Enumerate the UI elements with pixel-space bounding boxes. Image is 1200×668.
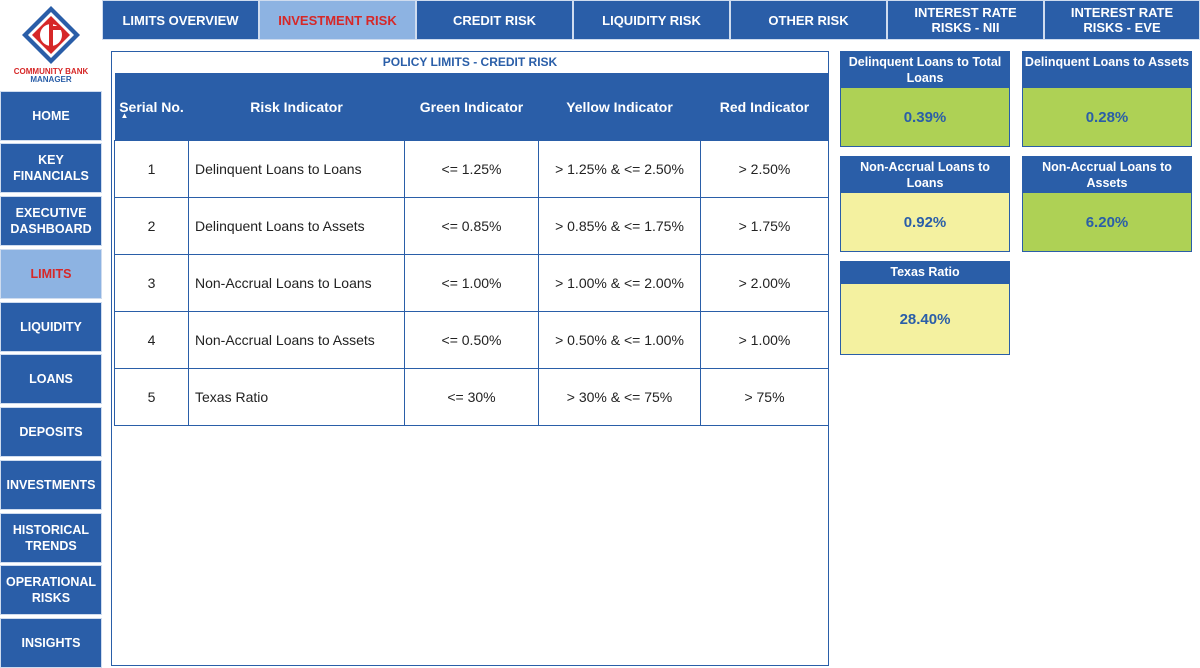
sort-ascending-icon: ▲ [120, 111, 129, 120]
cell-red-indicator: > 75% [700, 368, 829, 426]
tab-liquidity-risk[interactable]: LIQUIDITY RISK [573, 0, 730, 40]
bank-logo-icon [22, 6, 80, 64]
sidebar-item-historical-trends[interactable]: HISTORICAL TRENDS [0, 513, 102, 563]
table-row: 2 Delinquent Loans to Assets <= 0.85% > … [114, 197, 829, 255]
cell-red-indicator: > 1.00% [700, 311, 829, 369]
sidebar-item-insights[interactable]: INSIGHTS [0, 618, 102, 668]
kpi-card-title: Texas Ratio [841, 262, 1009, 284]
cell-serial: 5 [114, 368, 189, 426]
panel-title: POLICY LIMITS - CREDIT RISK [382, 55, 558, 69]
cell-red-indicator: > 2.50% [700, 140, 829, 198]
column-header-serial-label: Serial No. [119, 98, 184, 115]
cell-serial: 2 [114, 197, 189, 255]
kpi-card-value: 0.28% [1023, 88, 1191, 146]
kpi-card-title: Non-Accrual Loans to Assets [1023, 157, 1191, 193]
column-header-risk-indicator[interactable]: Risk Indicator [188, 73, 405, 141]
column-header-red-indicator[interactable]: Red Indicator [700, 73, 829, 141]
cell-serial: 4 [114, 311, 189, 369]
kpi-card-delinquent-loans-to-assets: Delinquent Loans to Assets 0.28% [1022, 51, 1192, 147]
cell-yellow-indicator: > 0.85% & <= 1.75% [538, 197, 701, 255]
cell-yellow-indicator: > 30% & <= 75% [538, 368, 701, 426]
table-row: 5 Texas Ratio <= 30% > 30% & <= 75% > 75… [114, 368, 829, 426]
table-row: 1 Delinquent Loans to Loans <= 1.25% > 1… [114, 140, 829, 198]
cell-risk-indicator: Texas Ratio [188, 368, 405, 426]
cell-yellow-indicator: > 0.50% & <= 1.00% [538, 311, 701, 369]
tab-interest-rate-eve[interactable]: INTEREST RATE RISKS - EVE [1044, 0, 1200, 40]
policy-limits-table: Serial No. ▲ Risk Indicator Green Indica… [114, 73, 829, 426]
brand-line-1: COMMUNITY BANK [13, 67, 89, 76]
tab-other-risk[interactable]: OTHER RISK [730, 0, 887, 40]
table-row: 4 Non-Accrual Loans to Assets <= 0.50% >… [114, 311, 829, 369]
kpi-card-title: Delinquent Loans to Total Loans [841, 52, 1009, 88]
cell-green-indicator: <= 0.50% [404, 311, 539, 369]
sidebar-item-key-financials[interactable]: KEY FINANCIALS [0, 143, 102, 193]
brand-line-2: MANAGER [30, 75, 72, 84]
sidebar-item-loans[interactable]: LOANS [0, 354, 102, 404]
kpi-card-delinquent-loans-to-total-loans: Delinquent Loans to Total Loans 0.39% [840, 51, 1010, 147]
kpi-card-texas-ratio: Texas Ratio 28.40% [840, 261, 1010, 355]
logo: COMMUNITY BANK MANAGER [0, 0, 102, 90]
sidebar-item-liquidity[interactable]: LIQUIDITY [0, 302, 102, 352]
sidebar-item-investments[interactable]: INVESTMENTS [0, 460, 102, 510]
cell-red-indicator: > 1.75% [700, 197, 829, 255]
cell-risk-indicator: Non-Accrual Loans to Assets [188, 311, 405, 369]
cell-risk-indicator: Delinquent Loans to Assets [188, 197, 405, 255]
table-header-row: Serial No. ▲ Risk Indicator Green Indica… [114, 73, 829, 141]
kpi-card-value: 0.39% [841, 88, 1009, 146]
cell-green-indicator: <= 0.85% [404, 197, 539, 255]
kpi-card-value: 28.40% [841, 284, 1009, 354]
sidebar-item-executive-dashboard[interactable]: EXECUTIVE DASHBOARD [0, 196, 102, 246]
cell-serial: 1 [114, 140, 189, 198]
column-header-green-indicator[interactable]: Green Indicator [404, 73, 539, 141]
cell-yellow-indicator: > 1.25% & <= 2.50% [538, 140, 701, 198]
sidebar-item-home[interactable]: HOME [0, 91, 102, 141]
kpi-card-non-accrual-loans-to-assets: Non-Accrual Loans to Assets 6.20% [1022, 156, 1192, 252]
kpi-card-value: 0.92% [841, 193, 1009, 251]
kpi-card-title: Non-Accrual Loans to Loans [841, 157, 1009, 193]
tab-interest-rate-nii[interactable]: INTEREST RATE RISKS - NII [887, 0, 1044, 40]
brand-name: COMMUNITY BANK MANAGER [0, 68, 102, 84]
cell-risk-indicator: Delinquent Loans to Loans [188, 140, 405, 198]
sidebar-item-operational-risks[interactable]: OPERATIONAL RISKS [0, 565, 102, 615]
cell-green-indicator: <= 1.25% [404, 140, 539, 198]
kpi-card-title: Delinquent Loans to Assets [1023, 52, 1191, 88]
policy-limits-panel: POLICY LIMITS - CREDIT RISK Serial No. ▲… [111, 51, 829, 666]
cell-red-indicator: > 2.00% [700, 254, 829, 312]
cell-yellow-indicator: > 1.00% & <= 2.00% [538, 254, 701, 312]
cell-green-indicator: <= 30% [404, 368, 539, 426]
tab-credit-risk[interactable]: CREDIT RISK [416, 0, 573, 40]
cell-green-indicator: <= 1.00% [404, 254, 539, 312]
tab-investment-risk[interactable]: INVESTMENT RISK [259, 0, 416, 40]
kpi-card-value: 6.20% [1023, 193, 1191, 251]
cell-risk-indicator: Non-Accrual Loans to Loans [188, 254, 405, 312]
column-header-yellow-indicator[interactable]: Yellow Indicator [538, 73, 701, 141]
cell-serial: 3 [114, 254, 189, 312]
sidebar-item-deposits[interactable]: DEPOSITS [0, 407, 102, 457]
table-row: 3 Non-Accrual Loans to Loans <= 1.00% > … [114, 254, 829, 312]
kpi-card-non-accrual-loans-to-loans: Non-Accrual Loans to Loans 0.92% [840, 156, 1010, 252]
tab-limits-overview[interactable]: LIMITS OVERVIEW [102, 0, 259, 40]
sidebar-item-limits[interactable]: LIMITS [0, 249, 102, 299]
column-header-serial[interactable]: Serial No. ▲ [114, 73, 189, 141]
